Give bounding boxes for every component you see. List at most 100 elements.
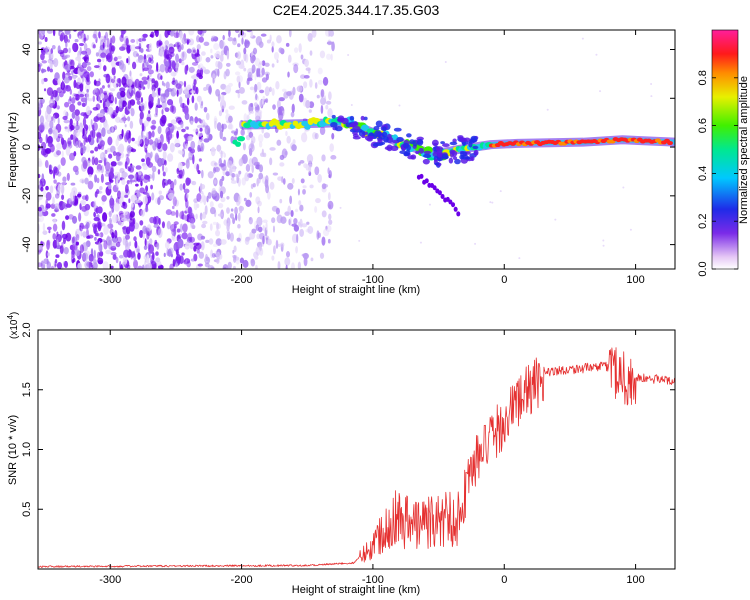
spectrogram-cell [327, 192, 331, 201]
spectrogram-cell [328, 174, 331, 179]
spectrogram-cell [113, 202, 120, 212]
snr-x-tick-label: 100 [626, 574, 644, 586]
spectrogram-cell [225, 109, 229, 114]
spectrogram-cell [314, 205, 318, 213]
spectrogram-cell [321, 154, 326, 162]
colorbar-tick-label: 0.8 [697, 70, 709, 85]
spectrogram-cell [271, 205, 278, 212]
spectrogram-cell [167, 123, 173, 128]
spectrogram-cell [97, 218, 101, 226]
spectrogram-cell [85, 47, 92, 56]
spectrogram-cell [285, 130, 288, 137]
spectrogram-cell [238, 64, 245, 69]
spectrogram-cell [216, 251, 221, 261]
spectrogram-cell [91, 156, 95, 166]
spectrogram-cell [173, 44, 176, 48]
spectrogram-cell [319, 50, 326, 59]
spectrogram-cell [74, 169, 79, 176]
spectrogram-cell [129, 70, 132, 77]
spectrogram-cell [235, 60, 241, 66]
spectrogram-cell [169, 142, 175, 153]
spectrogram-cell [84, 177, 89, 185]
spectrogram-cell [107, 136, 113, 146]
spectrogram-cell [81, 225, 86, 230]
spectrogram-cell [107, 183, 112, 190]
spectrogram-cell [42, 222, 46, 233]
spectrogram-cell [159, 93, 166, 97]
spectrogram-cell [287, 205, 291, 215]
spectrogram-cell [120, 90, 126, 98]
spectrogram-cell [175, 249, 179, 256]
spectrogram-cell [238, 170, 242, 175]
colorbar-tick-label: 0.2 [697, 214, 709, 229]
spectrogram-trace-cell [377, 138, 383, 143]
spectrogram-cell [173, 71, 176, 77]
spectrogram-cell [219, 39, 224, 49]
spectrogram-x-tick-label: 0 [501, 274, 507, 286]
spectrogram-cell [248, 131, 254, 138]
spectrogram-cell [139, 73, 143, 77]
spectrogram-cell [202, 220, 208, 225]
snr-y-tick-label: 0.5 [21, 502, 33, 517]
spectrogram-cell [293, 224, 300, 232]
spectrogram-cell [78, 42, 85, 47]
spectrogram-cell [269, 147, 276, 151]
spectrogram-cell [288, 30, 292, 38]
spectrogram-cell [331, 132, 335, 140]
spectrogram-cell [328, 91, 332, 101]
spectrogram-cell [218, 110, 223, 117]
spectrogram-cell [180, 44, 184, 51]
spectrogram-cell [142, 165, 148, 171]
spectrogram-cell [299, 228, 304, 237]
spectrogram-cell [151, 192, 155, 201]
spectrogram-cell [188, 30, 195, 36]
spectrogram-cell [225, 68, 230, 77]
spectrogram-cell [231, 173, 235, 178]
spectrogram-cell [56, 142, 63, 150]
spectrogram-cell [320, 88, 325, 98]
spectrogram-cell [256, 233, 261, 240]
spectrogram-cell [265, 222, 268, 231]
spectrogram-cell [148, 100, 153, 110]
spectrogram-trace-cell [459, 137, 465, 142]
spectrogram-cell [234, 71, 241, 76]
spectrogram-cell [238, 81, 241, 89]
spectrogram-cell [226, 222, 230, 232]
spectrogram-cell [179, 223, 183, 233]
spectrogram-cell [279, 198, 283, 204]
spectrogram-cell [216, 122, 222, 131]
spectrogram-cell [109, 88, 116, 92]
spectrogram-cell [117, 161, 122, 166]
spectrogram-cell [221, 123, 224, 133]
spectrogram-cell [43, 88, 47, 92]
spectrogram-cell [236, 51, 242, 60]
spectrogram-cell [52, 196, 55, 206]
spectrogram-cell [144, 207, 149, 213]
spectrogram-cell [43, 77, 48, 82]
spectrogram-cell [301, 223, 308, 228]
spectrogram-cell [38, 217, 41, 223]
spectrogram-secondary-cell [451, 202, 456, 208]
spectrogram-cell [77, 77, 81, 86]
spectrogram-cell [49, 102, 56, 109]
spectrogram-cell [325, 104, 329, 110]
spectrogram-cell [297, 221, 301, 227]
spectrogram-cell [339, 206, 342, 209]
spectrogram-cell [53, 169, 56, 180]
spectrogram-cell [171, 228, 177, 237]
spectrogram-cell [290, 209, 294, 218]
spectrogram-cell [474, 242, 477, 245]
spectrogram-cell [219, 40, 226, 50]
spectrogram-cell [309, 184, 314, 189]
spectrogram-cell [102, 42, 105, 49]
spectrogram-cell [100, 152, 104, 158]
spectrogram-cell [119, 87, 126, 93]
spectrogram-trace-cell [396, 136, 404, 143]
spectrogram-cell [157, 157, 163, 167]
spectrogram-cell [102, 261, 109, 269]
spectrogram-cell [203, 41, 210, 47]
spectrogram-cell [42, 189, 47, 198]
spectrogram-cell [244, 53, 249, 63]
spectrogram-cell [223, 152, 226, 158]
spectrogram-cell [117, 134, 123, 141]
